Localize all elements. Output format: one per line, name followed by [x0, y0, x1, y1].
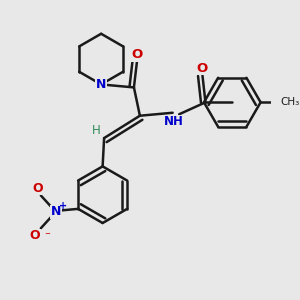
- Text: N: N: [96, 78, 106, 91]
- Text: O: O: [33, 182, 43, 194]
- Text: O: O: [30, 229, 40, 242]
- Text: +: +: [59, 201, 67, 211]
- Text: H: H: [92, 124, 101, 137]
- Text: O: O: [197, 61, 208, 74]
- Text: CH₃: CH₃: [280, 97, 299, 107]
- Text: ⁻: ⁻: [44, 231, 50, 241]
- Text: N: N: [51, 205, 61, 218]
- Text: NH: NH: [164, 115, 184, 128]
- Text: O: O: [131, 48, 142, 61]
